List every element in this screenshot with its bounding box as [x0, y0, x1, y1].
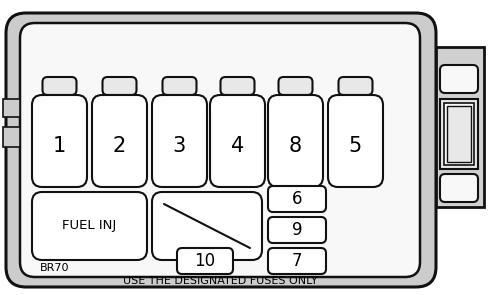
FancyBboxPatch shape	[162, 77, 196, 95]
Text: 1: 1	[53, 136, 66, 156]
FancyBboxPatch shape	[102, 77, 136, 95]
FancyBboxPatch shape	[338, 77, 372, 95]
FancyBboxPatch shape	[32, 95, 87, 187]
Bar	[447, 106, 471, 162]
FancyBboxPatch shape	[328, 95, 383, 187]
Text: 8: 8	[289, 136, 302, 156]
FancyBboxPatch shape	[268, 248, 326, 274]
Text: 10: 10	[194, 252, 216, 270]
FancyBboxPatch shape	[268, 95, 323, 187]
Text: 5: 5	[349, 136, 362, 156]
FancyBboxPatch shape	[20, 23, 420, 277]
FancyBboxPatch shape	[152, 95, 207, 187]
FancyBboxPatch shape	[42, 77, 76, 95]
FancyBboxPatch shape	[440, 174, 478, 202]
FancyBboxPatch shape	[268, 217, 326, 243]
FancyBboxPatch shape	[278, 77, 312, 95]
FancyBboxPatch shape	[210, 95, 265, 187]
FancyBboxPatch shape	[152, 192, 262, 260]
Text: FUEL INJ: FUEL INJ	[62, 219, 116, 232]
Text: 2: 2	[113, 136, 126, 156]
Text: USE THE DESIGNATED FUSES ONLY: USE THE DESIGNATED FUSES ONLY	[122, 276, 318, 286]
Bar	[440, 99, 478, 169]
Text: 4: 4	[231, 136, 244, 156]
FancyBboxPatch shape	[6, 13, 436, 287]
FancyBboxPatch shape	[220, 77, 254, 95]
Text: 9: 9	[292, 221, 302, 239]
Text: 6: 6	[292, 190, 302, 208]
Bar	[436, 47, 484, 207]
Bar	[3, 127, 20, 147]
FancyBboxPatch shape	[92, 95, 147, 187]
Text: 3: 3	[173, 136, 186, 156]
Bar	[444, 103, 474, 165]
Bar	[3, 99, 20, 117]
FancyBboxPatch shape	[32, 192, 147, 260]
Text: 7: 7	[292, 252, 302, 270]
FancyBboxPatch shape	[177, 248, 233, 274]
FancyBboxPatch shape	[440, 65, 478, 93]
Text: BR70: BR70	[40, 263, 70, 273]
FancyBboxPatch shape	[268, 186, 326, 212]
